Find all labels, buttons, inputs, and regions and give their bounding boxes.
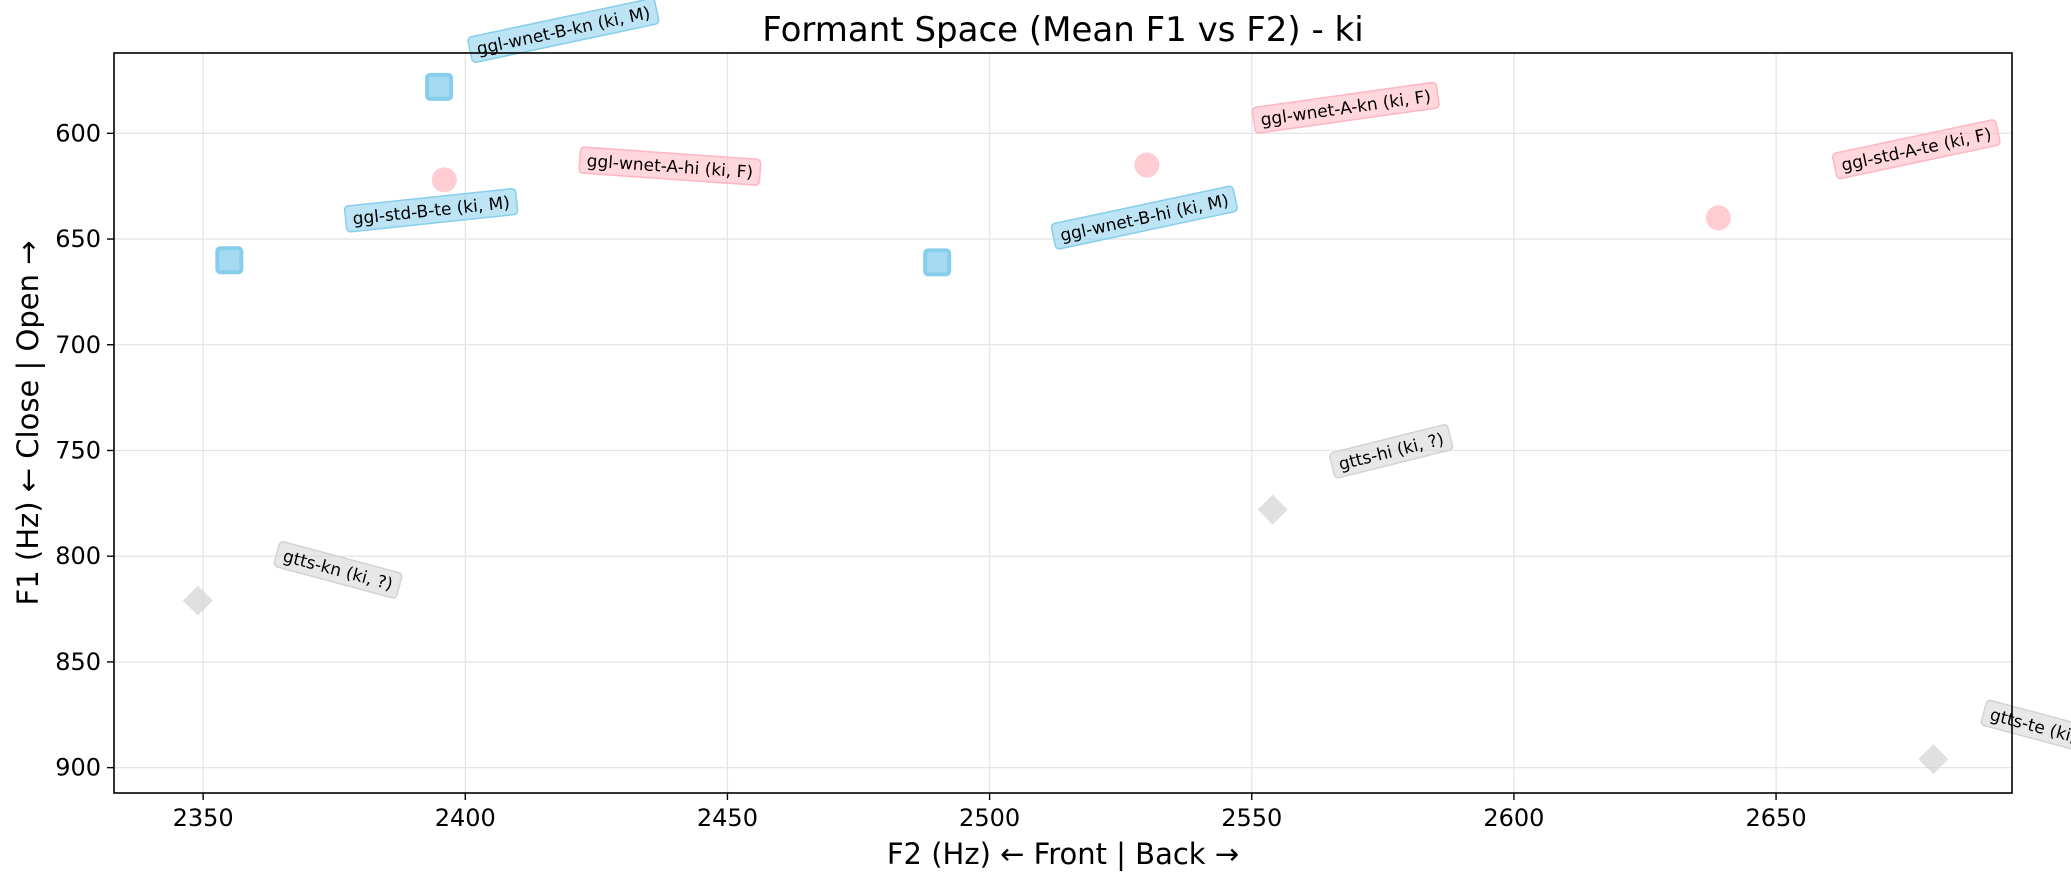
x-tick-label: 2350 [173, 804, 234, 832]
point-label-box [1831, 119, 2001, 180]
y-tick-label: 700 [55, 331, 101, 359]
y-tick-label: 800 [55, 542, 101, 570]
square-marker [425, 72, 454, 101]
y-tick-label: 650 [55, 225, 101, 253]
square-marker [215, 246, 244, 275]
diamond-marker [1257, 494, 1288, 525]
grid-layer [114, 53, 2012, 793]
point-label-box [1329, 424, 1454, 479]
circle-marker [1134, 152, 1160, 178]
point-label-box [467, 0, 660, 64]
x-tick-label: 2600 [1483, 804, 1544, 832]
data-points [182, 72, 1949, 775]
y-tick-label: 900 [55, 754, 101, 782]
point-label-box [273, 541, 403, 599]
chart-title: Formant Space (Mean F1 vs F2) - ki [762, 10, 1363, 50]
circle-marker [431, 167, 457, 193]
x-tick-label: 2650 [1746, 804, 1807, 832]
circle-marker [1705, 205, 1731, 231]
y-tick-label: 850 [55, 648, 101, 676]
x-ticks: 2350 2400 2450 2500 2550 2600 2650 [173, 793, 1807, 832]
y-tick-label: 750 [55, 436, 101, 464]
diamond-marker [182, 585, 213, 616]
plot-frame [113, 52, 2013, 794]
point-label-box [1050, 185, 1238, 250]
y-axis-title: F1 (Hz) ← Close | Open → [11, 241, 45, 606]
square-marker [923, 248, 952, 277]
point-label-box [1251, 81, 1440, 134]
x-tick-label: 2500 [959, 804, 1020, 832]
x-tick-label: 2550 [1221, 804, 1282, 832]
x-axis-title: F2 (Hz) ← Front | Back → [887, 837, 1239, 871]
x-tick-label: 2400 [435, 804, 496, 832]
x-tick-label: 2450 [697, 804, 758, 832]
y-ticks: 600 650 700 750 800 850 900 [55, 119, 114, 782]
diamond-marker [1918, 744, 1949, 775]
point-label-box [578, 146, 762, 186]
point-label-box [343, 187, 519, 233]
y-tick-label: 600 [55, 119, 101, 147]
